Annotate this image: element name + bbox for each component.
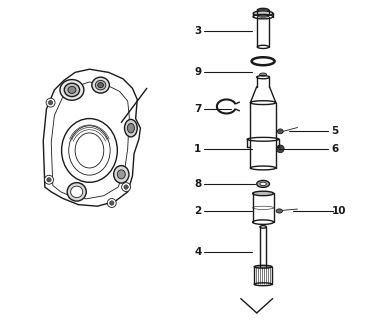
Text: 8: 8 bbox=[194, 179, 201, 189]
Ellipse shape bbox=[92, 77, 109, 93]
Ellipse shape bbox=[276, 209, 283, 213]
Ellipse shape bbox=[95, 80, 106, 90]
Ellipse shape bbox=[257, 180, 269, 188]
Text: 7: 7 bbox=[194, 104, 201, 114]
Ellipse shape bbox=[260, 73, 267, 76]
Text: 5: 5 bbox=[331, 126, 339, 136]
Text: 1: 1 bbox=[194, 144, 201, 154]
Ellipse shape bbox=[278, 129, 283, 134]
Circle shape bbox=[122, 183, 130, 192]
Ellipse shape bbox=[257, 8, 269, 12]
Circle shape bbox=[107, 198, 116, 207]
Circle shape bbox=[46, 98, 55, 107]
Ellipse shape bbox=[254, 265, 272, 268]
Ellipse shape bbox=[98, 83, 103, 88]
Ellipse shape bbox=[252, 191, 274, 196]
Ellipse shape bbox=[64, 83, 80, 97]
Text: 10: 10 bbox=[332, 206, 347, 216]
Circle shape bbox=[276, 145, 284, 153]
Text: 6: 6 bbox=[331, 144, 339, 154]
Circle shape bbox=[124, 185, 128, 189]
Ellipse shape bbox=[260, 182, 266, 186]
Ellipse shape bbox=[67, 183, 86, 201]
Circle shape bbox=[44, 175, 53, 184]
Ellipse shape bbox=[253, 11, 273, 16]
Text: 2: 2 bbox=[194, 206, 201, 216]
Ellipse shape bbox=[71, 186, 83, 197]
Ellipse shape bbox=[60, 80, 84, 100]
Ellipse shape bbox=[68, 86, 76, 93]
Circle shape bbox=[48, 100, 53, 105]
Ellipse shape bbox=[113, 165, 129, 183]
Ellipse shape bbox=[125, 119, 137, 137]
Text: 4: 4 bbox=[194, 247, 201, 257]
Text: 9: 9 bbox=[194, 68, 201, 77]
Ellipse shape bbox=[117, 170, 125, 179]
Circle shape bbox=[47, 178, 51, 182]
Ellipse shape bbox=[127, 123, 134, 133]
Text: 3: 3 bbox=[194, 26, 201, 36]
Circle shape bbox=[110, 201, 114, 205]
